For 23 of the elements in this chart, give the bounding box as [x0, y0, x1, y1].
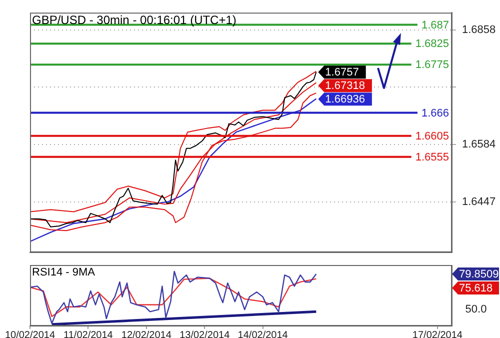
chart-title: GBP/USD - 30min - 00:16:01 (UTC+1): [32, 12, 236, 27]
y-tick-label: 1.6584: [462, 138, 496, 151]
ref-line-label: 1.6825: [415, 38, 449, 50]
data-label: 1.6757: [325, 66, 359, 79]
x-tick-label: 13/02/2014: [180, 330, 230, 338]
y-tick-label: 1.6447: [462, 196, 496, 208]
x-tick-label: 14/02/2014: [238, 330, 288, 338]
ref-line-label: 1.687: [421, 19, 449, 32]
ref-line-label: 1.6605: [415, 130, 449, 142]
chart-title: RSI14 - 9MA: [32, 266, 96, 279]
text: 79.8509: [459, 268, 499, 281]
x-tick-label: 12/02/2014: [121, 330, 172, 338]
ref-line-label: 1.666: [421, 107, 449, 120]
data-label: 1.66936: [325, 94, 365, 106]
x-tick-label: 10/02/2014: [4, 330, 56, 338]
y-tick-label: 1.6858: [462, 24, 496, 36]
ref-line-label: 1.6775: [415, 59, 449, 72]
x-tick-label: 11/02/2014: [64, 330, 114, 338]
text: 50.0: [465, 304, 487, 316]
text: 75.618: [459, 282, 493, 295]
data-label: 1.67318: [325, 80, 365, 92]
ref-line-label: 1.6555: [415, 151, 449, 164]
x-tick-label: 17/02/2014: [412, 330, 463, 338]
